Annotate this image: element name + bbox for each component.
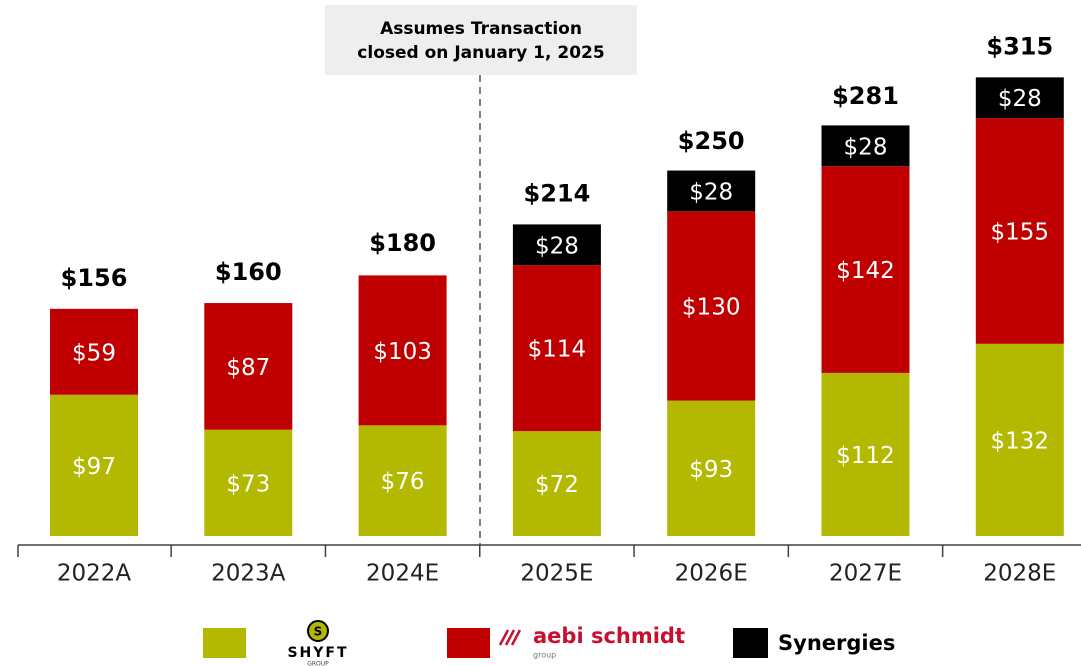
bar-segment (204, 303, 293, 430)
value-label: $103 (373, 339, 432, 365)
total-label: $281 (832, 82, 899, 110)
bar-segment (975, 118, 1064, 344)
x-tick-label: 2028E (983, 561, 1056, 587)
value-label: $112 (836, 443, 895, 469)
value-label: $28 (998, 86, 1042, 112)
legend-logo-sub: group (533, 651, 556, 660)
legend-swatch (447, 628, 490, 658)
annotation-box (325, 5, 637, 75)
bar-segment (50, 394, 138, 536)
legend-logo-sub: GROUP (307, 661, 329, 666)
total-label: $156 (61, 264, 128, 292)
bar-segment (50, 308, 138, 395)
bar-segment (975, 77, 1064, 119)
total-label: $250 (678, 127, 745, 155)
legend-swatch (733, 628, 768, 658)
value-label: $132 (991, 428, 1050, 454)
x-tick-label: 2025E (520, 561, 593, 587)
total-label: $180 (369, 229, 436, 257)
value-label: $142 (836, 258, 895, 284)
legend-logo-mark: S (314, 625, 323, 639)
value-label: $59 (72, 340, 116, 366)
x-tick-label: 2024E (366, 561, 439, 587)
x-tick-label: 2023A (211, 561, 286, 587)
total-label: $214 (524, 179, 591, 207)
value-label: $93 (689, 457, 733, 483)
bar-segment (667, 400, 756, 536)
bar-segment (512, 431, 601, 536)
value-label: $73 (226, 471, 270, 497)
x-tick-label: 2022A (57, 561, 132, 587)
total-label: $160 (215, 258, 282, 286)
bar-segment (667, 211, 756, 401)
bar-segment (821, 125, 910, 167)
legend-logo-icon (498, 629, 510, 646)
annotation-text: closed on January 1, 2025 (357, 43, 604, 63)
bar-segment (512, 265, 601, 432)
value-label: $28 (535, 233, 579, 259)
x-tick-label: 2026E (675, 561, 748, 587)
legend-logo-icon (510, 629, 522, 646)
value-label: $87 (226, 355, 270, 381)
value-label: $28 (844, 134, 888, 160)
value-label: $155 (991, 219, 1050, 245)
bar-segment (667, 170, 756, 212)
legend-label: aebi schmidt (533, 624, 685, 648)
value-label: $114 (528, 337, 587, 363)
bar-segment (821, 372, 910, 536)
value-label: $28 (689, 179, 733, 205)
value-label: $76 (381, 469, 425, 495)
legend-label: SHYFT (287, 645, 348, 661)
value-label: $72 (535, 472, 579, 498)
bar-segment (821, 166, 910, 373)
annotation-text: Assumes Transaction (380, 19, 582, 39)
legend-swatch (203, 628, 246, 658)
bar-segment (358, 425, 447, 536)
legend-logo-icon (504, 629, 516, 646)
total-label: $315 (986, 32, 1053, 60)
bar-segment (975, 343, 1064, 536)
bar-segment (204, 429, 293, 536)
legend-logo-icon (307, 620, 329, 642)
x-tick-label: 2027E (829, 561, 902, 587)
bar-segment (512, 224, 601, 266)
value-label: $97 (72, 454, 116, 480)
bar-segment (358, 275, 447, 426)
legend-label: Synergies (778, 631, 895, 655)
value-label: $130 (682, 294, 741, 320)
